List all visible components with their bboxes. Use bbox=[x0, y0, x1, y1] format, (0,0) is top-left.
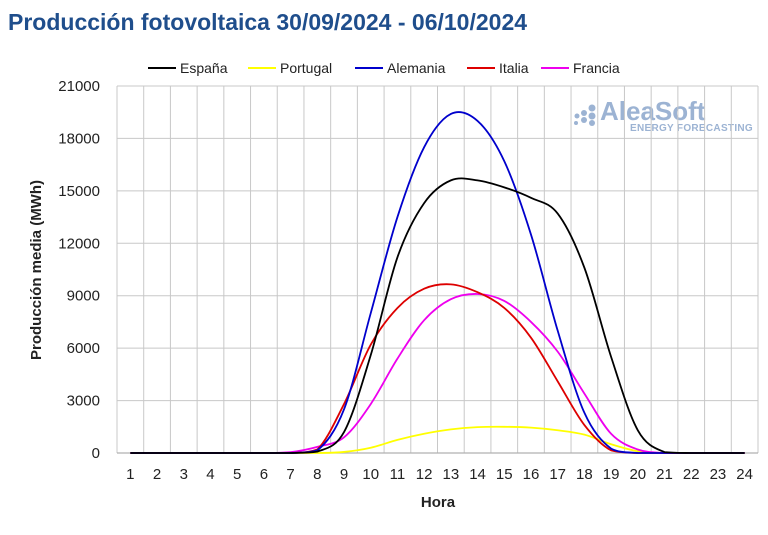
x-tick-label: 10 bbox=[362, 466, 379, 483]
x-tick-label: 22 bbox=[683, 466, 700, 483]
x-tick-label: 16 bbox=[523, 466, 540, 483]
x-tick-label: 5 bbox=[233, 466, 241, 483]
x-tick-label: 9 bbox=[340, 466, 348, 483]
legend-label: Alemania bbox=[387, 60, 446, 76]
x-tick-label: 7 bbox=[286, 466, 294, 483]
logo-main-text: AleaSoft bbox=[600, 96, 706, 126]
x-tick-label: 23 bbox=[710, 466, 727, 483]
legend-label: España bbox=[180, 60, 228, 76]
x-tick-label: 17 bbox=[549, 466, 566, 483]
legend-label: Italia bbox=[499, 60, 529, 76]
logo-dot bbox=[588, 104, 596, 112]
legend: España Portugal Alemania Italia Francia bbox=[148, 60, 620, 76]
logo-sub-text: ENERGY FORECASTING bbox=[630, 123, 753, 134]
x-tick-label: 24 bbox=[736, 466, 753, 483]
x-tick-label: 3 bbox=[180, 466, 188, 483]
x-tick-label: 13 bbox=[443, 466, 460, 483]
x-tick-label: 11 bbox=[390, 466, 406, 483]
x-tick-label: 2 bbox=[153, 466, 161, 483]
y-tick-label: 18000 bbox=[58, 130, 100, 147]
x-tick-label: 4 bbox=[206, 466, 214, 483]
logo-dot bbox=[574, 121, 578, 125]
y-tick-label: 3000 bbox=[67, 393, 100, 410]
series-lines bbox=[130, 111, 745, 454]
grid bbox=[116, 85, 759, 454]
watermark-logo: AleaSoft ENERGY FORECASTING bbox=[574, 96, 753, 134]
logo-dot bbox=[588, 112, 596, 120]
x-axis-label: Hora bbox=[421, 494, 456, 511]
y-tick-label: 21000 bbox=[58, 78, 100, 95]
x-axis-ticks: 1 2 3 4 5 6 7 8 9 10 11 12 13 14 15 16 17 18 19 20 21 22 23 24 bbox=[126, 466, 753, 483]
x-tick-label: 20 bbox=[629, 466, 646, 483]
series-line-españa bbox=[130, 177, 745, 454]
x-tick-label: 18 bbox=[576, 466, 593, 483]
y-tick-label: 0 bbox=[92, 445, 100, 462]
chart-title: Producción fotovoltaica 30/09/2024 - 06/… bbox=[8, 9, 527, 35]
y-tick-label: 15000 bbox=[58, 183, 100, 200]
logo-dot bbox=[589, 120, 595, 126]
legend-label: Portugal bbox=[280, 60, 332, 76]
legend-label: Francia bbox=[573, 60, 620, 76]
x-tick-label: 8 bbox=[313, 466, 321, 483]
x-tick-label: 1 bbox=[126, 466, 134, 483]
x-tick-label: 12 bbox=[416, 466, 433, 483]
logo-dot bbox=[581, 110, 587, 116]
x-tick-label: 14 bbox=[469, 466, 486, 483]
logo-dot bbox=[581, 117, 587, 123]
x-tick-label: 15 bbox=[496, 466, 513, 483]
x-tick-label: 19 bbox=[603, 466, 620, 483]
y-axis-label: Producción media (MWh) bbox=[28, 180, 45, 360]
y-tick-label: 9000 bbox=[67, 288, 100, 305]
x-tick-label: 6 bbox=[260, 466, 268, 483]
y-axis-ticks: 0 3000 6000 9000 12000 15000 18000 21000 bbox=[58, 78, 100, 462]
y-tick-label: 6000 bbox=[67, 340, 100, 357]
x-tick-label: 21 bbox=[656, 466, 673, 483]
y-tick-label: 12000 bbox=[58, 235, 100, 252]
logo-dot bbox=[574, 113, 580, 119]
